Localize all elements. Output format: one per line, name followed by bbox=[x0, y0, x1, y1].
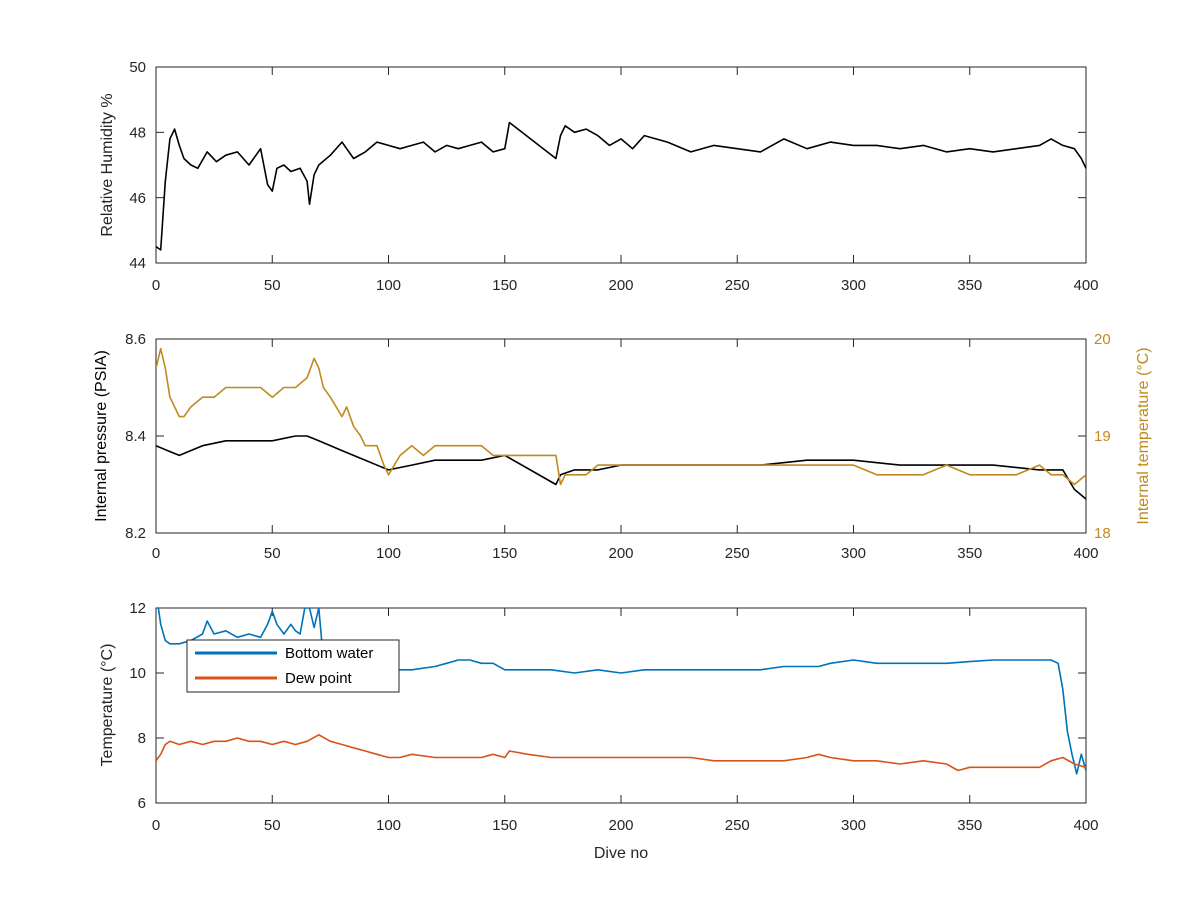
y-axis-label-internal-temperature: Internal temperature (°C) bbox=[1135, 347, 1152, 524]
legend: Bottom water Dew point bbox=[186, 639, 400, 693]
tick-marks-temperature bbox=[155, 607, 1087, 804]
plot-area-temperature bbox=[155, 607, 1087, 804]
x-tick-label: 250 bbox=[725, 817, 750, 834]
lines-pressure bbox=[156, 347, 1086, 500]
y-tick-label: 46 bbox=[129, 190, 146, 207]
y-tick-label: 10 bbox=[129, 665, 146, 682]
y-tick-label: 8.2 bbox=[125, 525, 146, 542]
x-tick-label: 200 bbox=[608, 817, 633, 834]
x-tick-label: 0 bbox=[152, 817, 160, 834]
x-tick-label: 50 bbox=[264, 817, 281, 834]
y-tick-label: 8.6 bbox=[125, 331, 146, 348]
y-right-tick-label: 19 bbox=[1094, 428, 1111, 445]
dew-point-line bbox=[156, 733, 1086, 772]
internal-temperature-line bbox=[156, 347, 1086, 486]
x-tick-label: 250 bbox=[725, 545, 750, 562]
legend-box bbox=[186, 639, 400, 693]
y-tick-labels-pressure: 8.2 8.4 8.6 bbox=[125, 331, 146, 542]
panel-pressure: 0 50 100 150 200 250 300 350 400 8.2 8.4… bbox=[93, 331, 1152, 562]
lines-temperature bbox=[156, 608, 1086, 775]
y-tick-label: 44 bbox=[129, 255, 146, 272]
y-tick-label: 50 bbox=[129, 59, 146, 76]
x-tick-labels-pressure: 0 50 100 150 200 250 300 350 400 bbox=[152, 545, 1099, 562]
panel-temperature: 0 50 100 150 200 250 300 350 400 6 8 10 … bbox=[99, 600, 1099, 862]
y-tick-labels-humidity: 44 46 48 50 bbox=[129, 59, 146, 272]
x-tick-label: 100 bbox=[376, 277, 401, 294]
x-tick-label: 100 bbox=[376, 545, 401, 562]
x-tick-label: 400 bbox=[1073, 277, 1098, 294]
x-tick-labels-temperature: 0 50 100 150 200 250 300 350 400 bbox=[152, 817, 1099, 834]
x-tick-label: 150 bbox=[492, 545, 517, 562]
y-right-tick-labels-pressure: 18 19 20 bbox=[1094, 331, 1111, 542]
x-tick-label: 250 bbox=[725, 277, 750, 294]
x-tick-label: 50 bbox=[264, 545, 281, 562]
y-right-tick-label: 20 bbox=[1094, 331, 1111, 348]
x-tick-label: 350 bbox=[957, 277, 982, 294]
bottom-water-line bbox=[157, 608, 1086, 775]
y-tick-label: 6 bbox=[138, 795, 146, 812]
x-tick-label: 50 bbox=[264, 277, 281, 294]
tick-marks-humidity bbox=[155, 66, 1087, 264]
panel-humidity: 0 50 100 150 200 250 300 350 400 44 46 4… bbox=[99, 59, 1099, 294]
x-tick-label: 150 bbox=[492, 817, 517, 834]
x-tick-label: 200 bbox=[608, 545, 633, 562]
y-tick-label: 8 bbox=[138, 730, 146, 747]
y-tick-label: 48 bbox=[129, 125, 146, 142]
y-tick-label: 12 bbox=[129, 600, 146, 617]
x-tick-label: 300 bbox=[841, 545, 866, 562]
x-tick-label: 350 bbox=[957, 545, 982, 562]
y-axis-label-pressure: Internal pressure (PSIA) bbox=[93, 350, 110, 522]
x-tick-label: 100 bbox=[376, 817, 401, 834]
x-axis-label-dive-no: Dive no bbox=[594, 845, 648, 862]
x-tick-label: 0 bbox=[152, 545, 160, 562]
y-axis-label-temperature: Temperature (°C) bbox=[99, 644, 116, 767]
x-tick-label: 0 bbox=[152, 277, 160, 294]
relative-humidity-line bbox=[156, 121, 1086, 251]
lines-humidity bbox=[156, 121, 1086, 251]
tick-marks-pressure bbox=[155, 338, 1087, 534]
plot-area-humidity bbox=[155, 66, 1087, 264]
x-tick-label: 400 bbox=[1073, 817, 1098, 834]
legend-label-bottom-water: Bottom water bbox=[285, 645, 373, 662]
x-tick-label: 300 bbox=[841, 277, 866, 294]
x-tick-label: 350 bbox=[957, 817, 982, 834]
plot-area-pressure bbox=[155, 338, 1087, 534]
x-tick-label: 200 bbox=[608, 277, 633, 294]
x-tick-label: 150 bbox=[492, 277, 517, 294]
x-tick-label: 300 bbox=[841, 817, 866, 834]
y-axis-label-humidity: Relative Humidity % bbox=[99, 93, 116, 236]
legend-label-dew-point: Dew point bbox=[285, 670, 353, 687]
y-tick-label: 8.4 bbox=[125, 428, 146, 445]
x-tick-label: 400 bbox=[1073, 545, 1098, 562]
y-right-tick-label: 18 bbox=[1094, 525, 1111, 542]
y-tick-labels-temperature: 6 8 10 12 bbox=[129, 600, 146, 812]
x-tick-labels-humidity: 0 50 100 150 200 250 300 350 400 bbox=[152, 277, 1099, 294]
